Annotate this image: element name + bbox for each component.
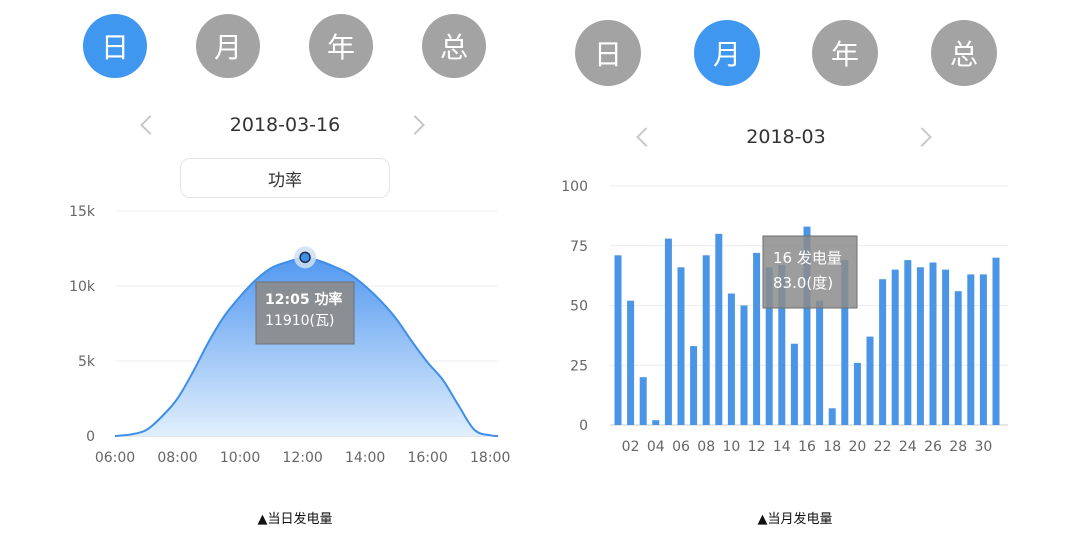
bar-day-18[interactable]	[828, 408, 836, 425]
date-label: 2018-03-16	[229, 114, 341, 136]
daily-view-panel: 日 月 年 总 2018-03-16 功率 0 5k 10k 15k 06:00 08:…	[69, 14, 510, 527]
tab-day[interactable]: 日	[83, 14, 147, 78]
x-tick-label: 02	[622, 439, 640, 455]
bar-day-20[interactable]	[853, 362, 861, 425]
daily-power-area-chart: 0 5k 10k 15k 06:00 08:00 10:00 12:00 14:00 16:00…	[69, 204, 510, 466]
x-tick-label: 06:00	[95, 450, 135, 466]
y-tick-label: 75	[570, 239, 588, 255]
bar-day-06[interactable]	[677, 267, 685, 425]
highlight-point[interactable]	[299, 251, 311, 264]
tab-total[interactable]: 总	[931, 20, 997, 86]
x-tick-label: 14:00	[345, 450, 385, 466]
x-tick-label: 18	[823, 439, 841, 455]
bar-day-21[interactable]	[866, 336, 874, 425]
x-tick-label: 24	[899, 439, 917, 455]
x-tick-label: 14	[773, 439, 791, 455]
bar-day-03[interactable]	[639, 377, 647, 425]
y-tick-label: 10k	[69, 279, 96, 295]
tab-day[interactable]: 日	[575, 20, 641, 86]
bar-day-13[interactable]	[765, 267, 773, 425]
x-tick-label: 30	[974, 439, 992, 455]
x-tick-label: 08:00	[157, 450, 197, 466]
bar-day-08[interactable]	[702, 255, 710, 425]
bar-day-02[interactable]	[627, 300, 635, 425]
x-tick-label: 22	[874, 439, 892, 455]
bar-day-31[interactable]	[992, 257, 1000, 425]
tooltip-value: 83.0(度)	[773, 274, 833, 292]
x-tick-label: 26	[924, 439, 942, 455]
y-tick-label: 0	[86, 429, 95, 445]
bar-day-29[interactable]	[967, 274, 975, 425]
x-tick-label: 18:00	[470, 450, 510, 466]
tooltip-time-metric: 12:05 功率	[265, 291, 342, 308]
bar-day-26[interactable]	[929, 262, 937, 426]
power-area-fill	[115, 258, 498, 436]
x-tick-label: 28	[949, 439, 967, 455]
y-tick-label: 15k	[69, 204, 96, 220]
bar-day-25[interactable]	[916, 267, 924, 425]
x-tick-label: 10	[722, 439, 740, 455]
tab-month[interactable]: 月	[694, 20, 760, 86]
bar-day-01[interactable]	[614, 255, 622, 425]
x-tick-label: 10:00	[220, 450, 260, 466]
y-tick-label: 5k	[78, 354, 96, 370]
y-tick-label: 50	[570, 299, 588, 315]
bar-day-04[interactable]	[652, 420, 660, 425]
bar-day-19[interactable]	[841, 260, 849, 425]
bar-day-09[interactable]	[715, 233, 723, 425]
bar-day-28[interactable]	[954, 291, 962, 425]
x-tick-label: 20	[848, 439, 866, 455]
tab-year[interactable]: 年	[309, 14, 373, 78]
bar-day-10[interactable]	[727, 293, 735, 426]
monthly-energy-bar-chart: 0 25 50 75 100 02 04 06 08 10 12 14 16 18 20 22 24 26 28 3…	[561, 179, 1008, 455]
bar-day-07[interactable]	[690, 346, 698, 425]
power-metric-button[interactable]: 功率	[180, 158, 390, 198]
y-tick-label: 100	[561, 179, 588, 195]
bar-day-11[interactable]	[740, 305, 748, 426]
bar-day-05[interactable]	[664, 238, 672, 425]
bar-day-15[interactable]	[790, 343, 798, 425]
tooltip-value: 11910(瓦)	[265, 313, 334, 329]
area-tooltip: 12:05 功率 11910(瓦)	[255, 281, 355, 345]
x-tick-label: 16	[798, 439, 816, 455]
bar-day-24[interactable]	[904, 260, 912, 425]
y-tick-label: 0	[579, 418, 588, 434]
month-label: 2018-03	[746, 126, 826, 148]
bar-day-22[interactable]	[879, 279, 887, 425]
x-tick-label: 16:00	[407, 450, 447, 466]
tab-total[interactable]: 总	[422, 14, 486, 78]
monthly-caption: ▲当月发电量	[757, 512, 833, 527]
daily-caption: ▲当日发电量	[257, 512, 333, 527]
bar-day-14[interactable]	[778, 264, 786, 425]
monthly-view-panel: 日 月 年 总 2018-03 0 25 50 75 100 02 04 06 08 10 12 1…	[540, 0, 1080, 539]
x-tick-label: 04	[647, 439, 665, 455]
bar-day-30[interactable]	[979, 274, 987, 425]
x-tick-label: 12:00	[282, 450, 322, 466]
y-tick-label: 25	[570, 358, 588, 374]
bar-day-27[interactable]	[942, 269, 950, 425]
bar-day-16[interactable]	[803, 226, 811, 425]
bar-day-12[interactable]	[753, 252, 761, 425]
tab-year[interactable]: 年	[812, 20, 878, 86]
x-tick-label: 06	[672, 439, 690, 455]
bar-tooltip: 16 发电量 83.0(度)	[762, 235, 858, 309]
bar-day-23[interactable]	[891, 269, 899, 425]
tab-month[interactable]: 月	[196, 14, 260, 78]
x-tick-label: 08	[697, 439, 715, 455]
tooltip-day-metric: 16 发电量	[773, 249, 842, 267]
x-tick-label: 12	[748, 439, 766, 455]
bar-day-17[interactable]	[816, 300, 824, 425]
